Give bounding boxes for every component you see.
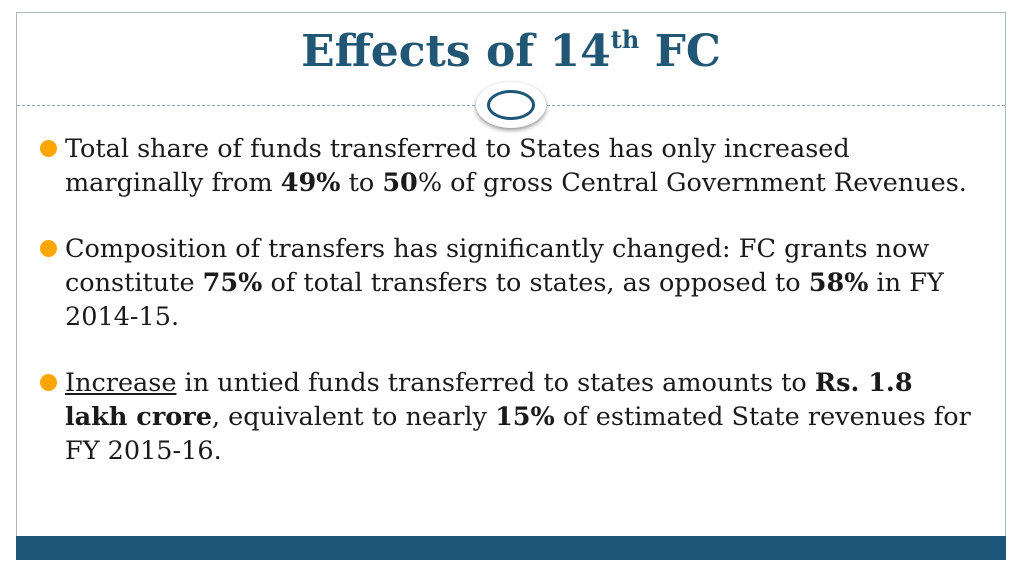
text-run: Total share of funds transferred to Stat… — [65, 134, 850, 198]
bullet-text: Composition of transfers has significant… — [65, 234, 944, 332]
bullet-dot-icon — [40, 140, 57, 157]
bullet-item-2: Composition of transfers has significant… — [40, 232, 980, 334]
bullet-text: Total share of funds transferred to Stat… — [65, 134, 967, 198]
bullet-dot-icon — [40, 374, 57, 391]
slide-title: Effects of 14th FC — [16, 22, 1006, 82]
title-superscript: th — [610, 25, 640, 54]
text-run-underline: Increase — [65, 368, 177, 398]
text-run-bold: 50 — [382, 168, 418, 198]
text-run: of total transfers to states, as opposed… — [262, 268, 809, 298]
title-suffix: FC — [639, 26, 721, 77]
bullet-item-3: Increase in untied funds transferred to … — [40, 366, 980, 468]
text-run: % of gross Central Government Revenues. — [417, 168, 967, 198]
text-run: Composition of transfers has significant… — [65, 234, 930, 298]
title-main: Effects of 14 — [301, 26, 611, 77]
bullet-dot-icon — [40, 240, 57, 257]
text-run: in FY 2014-15. — [65, 268, 944, 332]
bullet-list: Total share of funds transferred to Stat… — [40, 132, 980, 500]
text-run-bold: Rs. 1.8 lakh crore — [65, 368, 913, 432]
ring-icon — [476, 82, 546, 128]
text-run: , equivalent to nearly — [211, 402, 496, 432]
bullet-text: Increase in untied funds transferred to … — [65, 368, 971, 466]
text-run-bold: 15% — [495, 402, 555, 432]
text-run-bold: 58% — [808, 268, 869, 298]
text-run-bold: 49% — [280, 168, 341, 198]
text-run: of estimated State revenues for FY 2015-… — [65, 402, 971, 466]
text-run: to — [340, 168, 383, 198]
text-run-bold: 75% — [202, 268, 263, 298]
bullet-item-1: Total share of funds transferred to Stat… — [40, 132, 980, 200]
text-run: in untied funds transferred to states am… — [176, 368, 815, 398]
footer-accent-bar — [16, 536, 1006, 560]
